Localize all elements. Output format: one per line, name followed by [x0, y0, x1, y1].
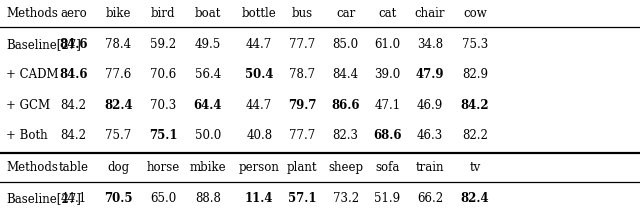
Text: 75.1: 75.1 — [149, 129, 177, 142]
Text: 46.3: 46.3 — [417, 129, 444, 142]
Text: 79.7: 79.7 — [288, 99, 316, 112]
Text: 78.4: 78.4 — [106, 38, 131, 51]
Text: 44.7: 44.7 — [246, 38, 273, 51]
Text: 88.8: 88.8 — [195, 192, 221, 205]
Text: 34.8: 34.8 — [417, 38, 443, 51]
Text: 86.6: 86.6 — [332, 99, 360, 112]
Text: 56.4: 56.4 — [195, 68, 221, 81]
Text: Baseline[27]: Baseline[27] — [6, 192, 81, 205]
Text: boat: boat — [195, 7, 221, 20]
Text: 73.2: 73.2 — [333, 192, 358, 205]
Text: Baseline[27]: Baseline[27] — [6, 38, 81, 51]
Text: aero: aero — [60, 7, 87, 20]
Text: 82.4: 82.4 — [461, 192, 489, 205]
Text: 84.4: 84.4 — [333, 68, 358, 81]
Text: + Both: + Both — [6, 129, 48, 142]
Text: 70.6: 70.6 — [150, 68, 177, 81]
Text: 70.5: 70.5 — [104, 192, 132, 205]
Text: train: train — [416, 161, 444, 174]
Text: dog: dog — [108, 161, 129, 174]
Text: 77.7: 77.7 — [289, 129, 316, 142]
Text: 84.6: 84.6 — [60, 68, 88, 81]
Text: cow: cow — [463, 7, 487, 20]
Text: bus: bus — [291, 7, 313, 20]
Text: 77.6: 77.6 — [105, 68, 132, 81]
Text: tv: tv — [469, 161, 481, 174]
Text: plant: plant — [287, 161, 317, 174]
Text: 59.2: 59.2 — [150, 38, 176, 51]
Text: 50.4: 50.4 — [245, 68, 273, 81]
Text: 49.5: 49.5 — [195, 38, 221, 51]
Text: sheep: sheep — [328, 161, 363, 174]
Text: bird: bird — [151, 7, 175, 20]
Text: 82.4: 82.4 — [104, 99, 132, 112]
Text: 82.3: 82.3 — [333, 129, 358, 142]
Text: 84.2: 84.2 — [461, 99, 489, 112]
Text: 51.9: 51.9 — [374, 192, 400, 205]
Text: 68.6: 68.6 — [373, 129, 401, 142]
Text: horse: horse — [147, 161, 180, 174]
Text: chair: chair — [415, 7, 445, 20]
Text: 75.7: 75.7 — [105, 129, 132, 142]
Text: 65.0: 65.0 — [150, 192, 177, 205]
Text: 61.0: 61.0 — [374, 38, 400, 51]
Text: bike: bike — [106, 7, 131, 20]
Text: bottle: bottle — [242, 7, 276, 20]
Text: 82.2: 82.2 — [462, 129, 488, 142]
Text: table: table — [59, 161, 88, 174]
Text: 77.7: 77.7 — [289, 38, 316, 51]
Text: Methods: Methods — [6, 7, 58, 20]
Text: Methods: Methods — [6, 161, 58, 174]
Text: 84.6: 84.6 — [60, 38, 88, 51]
Text: 46.9: 46.9 — [417, 99, 444, 112]
Text: 66.2: 66.2 — [417, 192, 443, 205]
Text: 11.4: 11.4 — [245, 192, 273, 205]
Text: + GCM: + GCM — [6, 99, 51, 112]
Text: cat: cat — [378, 7, 396, 20]
Text: 78.7: 78.7 — [289, 68, 315, 81]
Text: person: person — [239, 161, 280, 174]
Text: 82.9: 82.9 — [462, 68, 488, 81]
Text: 44.7: 44.7 — [246, 99, 273, 112]
Text: 84.2: 84.2 — [61, 129, 86, 142]
Text: 40.8: 40.8 — [246, 129, 272, 142]
Text: 84.2: 84.2 — [61, 99, 86, 112]
Text: 70.3: 70.3 — [150, 99, 177, 112]
Text: 50.0: 50.0 — [195, 129, 221, 142]
Text: 75.3: 75.3 — [461, 38, 488, 51]
Text: 85.0: 85.0 — [333, 38, 358, 51]
Text: sofa: sofa — [375, 161, 399, 174]
Text: + CADM: + CADM — [6, 68, 59, 81]
Text: 57.1: 57.1 — [288, 192, 316, 205]
Text: mbike: mbike — [189, 161, 227, 174]
Text: car: car — [336, 7, 355, 20]
Text: 44.1: 44.1 — [61, 192, 86, 205]
Text: 47.1: 47.1 — [374, 99, 400, 112]
Text: 47.9: 47.9 — [416, 68, 444, 81]
Text: 39.0: 39.0 — [374, 68, 401, 81]
Text: 64.4: 64.4 — [194, 99, 222, 112]
